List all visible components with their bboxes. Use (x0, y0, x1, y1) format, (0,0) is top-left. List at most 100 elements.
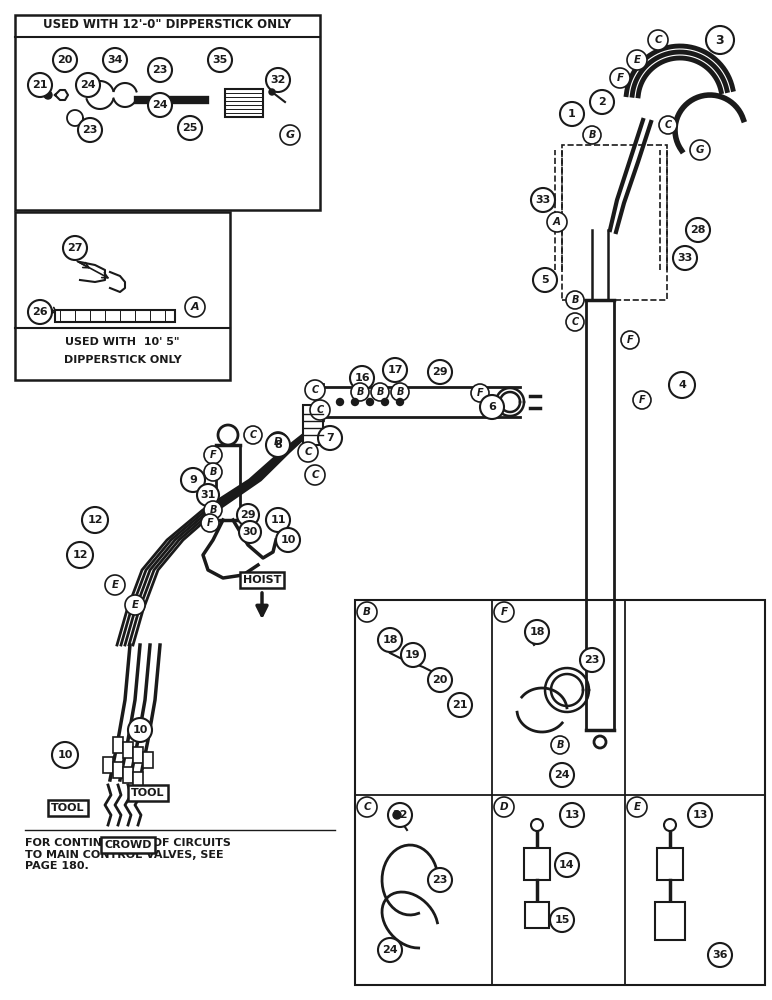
Bar (55, 310, 175, 322)
Circle shape (178, 116, 202, 140)
Text: USED WITH  10' 5": USED WITH 10' 5" (66, 337, 180, 347)
Text: B: B (396, 387, 404, 397)
Circle shape (204, 463, 222, 481)
Text: F: F (500, 607, 507, 617)
Text: 13: 13 (692, 810, 708, 820)
Circle shape (401, 643, 425, 667)
Text: 30: 30 (242, 527, 258, 537)
Circle shape (44, 91, 52, 99)
Text: 10: 10 (57, 750, 73, 760)
Text: D: D (274, 437, 283, 447)
Circle shape (266, 508, 290, 532)
Text: A: A (553, 217, 561, 227)
Circle shape (550, 908, 574, 932)
Bar (524, 848, 550, 880)
Text: B: B (588, 130, 596, 140)
Circle shape (305, 380, 325, 400)
Text: 21: 21 (452, 700, 468, 710)
Circle shape (555, 853, 579, 877)
Text: 12: 12 (73, 550, 88, 560)
Text: 27: 27 (67, 243, 83, 253)
Text: TOOL: TOOL (51, 803, 85, 813)
Circle shape (268, 432, 288, 452)
Circle shape (393, 811, 401, 819)
Circle shape (397, 398, 404, 406)
Circle shape (148, 58, 172, 82)
Bar (225, 89, 263, 117)
Circle shape (690, 140, 710, 160)
Text: B: B (557, 740, 564, 750)
Bar (113, 737, 123, 753)
Circle shape (337, 398, 344, 406)
Circle shape (76, 73, 100, 97)
Text: C: C (249, 430, 256, 440)
Circle shape (53, 48, 77, 72)
Circle shape (357, 602, 377, 622)
Circle shape (128, 718, 152, 742)
Circle shape (280, 125, 300, 145)
Text: 13: 13 (564, 810, 580, 820)
Circle shape (351, 383, 369, 401)
Circle shape (204, 501, 222, 519)
Bar (133, 747, 143, 763)
Circle shape (269, 89, 275, 95)
Circle shape (531, 819, 543, 831)
Text: B: B (357, 387, 364, 397)
Text: 23: 23 (83, 125, 98, 135)
Text: 20: 20 (432, 675, 448, 685)
Circle shape (125, 595, 145, 615)
Text: 32: 32 (270, 75, 286, 85)
Text: TOOL: TOOL (131, 788, 164, 798)
Circle shape (67, 542, 93, 568)
Text: B: B (209, 505, 217, 515)
Text: 33: 33 (677, 253, 692, 263)
Circle shape (494, 602, 514, 622)
Text: 6: 6 (488, 402, 496, 412)
Circle shape (28, 300, 52, 324)
Circle shape (669, 372, 695, 398)
Text: 17: 17 (388, 365, 403, 375)
Circle shape (590, 90, 614, 114)
Text: G: G (696, 145, 704, 155)
Text: 23: 23 (584, 655, 600, 665)
Circle shape (298, 442, 318, 462)
Circle shape (627, 50, 647, 70)
Text: HOIST: HOIST (243, 575, 281, 585)
Circle shape (276, 528, 300, 552)
Circle shape (266, 433, 290, 457)
Text: 18: 18 (382, 635, 398, 645)
Circle shape (594, 736, 606, 748)
Text: USED WITH 12'-0" DIPPERSTICK ONLY: USED WITH 12'-0" DIPPERSTICK ONLY (43, 18, 292, 31)
Circle shape (28, 73, 52, 97)
Text: DIPPERSTICK ONLY: DIPPERSTICK ONLY (63, 355, 181, 365)
Text: E: E (131, 600, 138, 610)
Circle shape (218, 425, 238, 445)
Text: 24: 24 (152, 100, 168, 110)
Circle shape (305, 465, 325, 485)
Circle shape (633, 391, 651, 409)
Circle shape (208, 48, 232, 72)
Text: 16: 16 (354, 373, 370, 383)
Bar (15, 212, 230, 380)
Text: 29: 29 (240, 510, 256, 520)
Text: A: A (191, 302, 199, 312)
Text: B: B (376, 387, 384, 397)
Circle shape (318, 426, 342, 450)
Text: 4: 4 (678, 380, 686, 390)
Circle shape (494, 797, 514, 817)
Circle shape (480, 395, 504, 419)
Text: C: C (311, 385, 319, 395)
Bar (133, 772, 143, 788)
Text: 29: 29 (432, 367, 448, 377)
Circle shape (52, 742, 78, 768)
Bar (123, 767, 133, 783)
Circle shape (688, 803, 712, 827)
Circle shape (533, 268, 557, 292)
Circle shape (583, 126, 601, 144)
Text: B: B (571, 295, 579, 305)
Text: G: G (286, 130, 295, 140)
Text: 5: 5 (541, 275, 549, 285)
Text: 26: 26 (32, 307, 48, 317)
Text: F: F (476, 388, 483, 398)
Circle shape (580, 648, 604, 672)
